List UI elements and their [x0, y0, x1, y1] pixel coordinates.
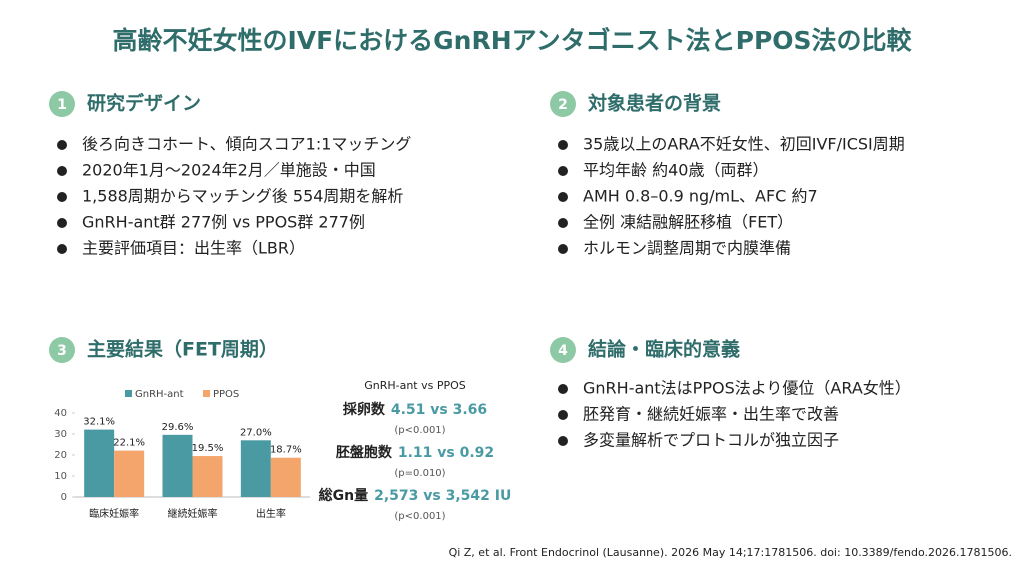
bullet-text: AMH 0.8–0.9 ng/mL、AFC 約7 — [583, 187, 818, 206]
bar — [240, 440, 271, 497]
legend-label: GnRH-ant — [135, 389, 184, 400]
stat-label: 総Gn量 — [319, 487, 368, 504]
bullet-dot — [558, 192, 568, 202]
stat-line: 胚盤胞数 1.11 vs 0.92 — [336, 444, 494, 461]
value-label: 18.7% — [270, 445, 302, 456]
x-tick-label: 出生率 — [256, 507, 286, 520]
value-label: 29.6% — [162, 422, 194, 433]
legend-label: PPOS — [213, 389, 239, 400]
bullet-dot — [57, 166, 67, 176]
section-heading: 主要結果（FET周期） — [87, 338, 278, 361]
legend-swatch — [203, 390, 210, 397]
x-tick-label: 臨床妊娠率 — [89, 507, 139, 520]
section-heading: 対象患者の背景 — [587, 92, 721, 115]
bullet-text: GnRH-ant法はPPOS法より優位（ARA女性） — [583, 379, 911, 398]
section-number: 4 — [558, 343, 568, 359]
section-number: 1 — [57, 97, 67, 113]
stat-value: 1.11 vs 0.92 — [398, 445, 494, 461]
value-label: 22.1% — [113, 438, 145, 449]
section-badge — [49, 337, 75, 363]
bullet-text: 多変量解析でプロトコルが独立因子 — [583, 431, 839, 450]
bullet-dot — [57, 244, 67, 254]
bullet-dot — [558, 384, 568, 394]
stat-line: 採卵数 4.51 vs 3.66 — [343, 401, 487, 418]
slide-title: 高齢不妊女性のIVFにおけるGnRHアンタゴニスト法とPPOS法の比較 — [112, 26, 912, 55]
bullet-dot — [558, 410, 568, 420]
bullet-dot — [558, 244, 568, 254]
stat-p: (p=0.010) — [394, 468, 445, 479]
bullet-dot — [558, 218, 568, 228]
legend-swatch — [125, 390, 132, 397]
stat-line: 総Gn量 2,573 vs 3,542 IU — [319, 487, 512, 504]
y-tick-label: 20 — [54, 450, 67, 461]
value-label: 19.5% — [192, 443, 224, 454]
bullet-text: 2020年1月～2024年2月／単施設・中国 — [82, 161, 376, 180]
bullet-text: 平均年齢 約40歳（両群） — [583, 161, 768, 180]
bullet-text: 1,588周期からマッチング後 554周期を解析 — [82, 187, 403, 206]
stat-value: 4.51 vs 3.66 — [391, 402, 487, 418]
bar — [192, 456, 223, 497]
bullet-dot — [558, 140, 568, 150]
bullet-text: 全例 凍結融解胚移植（FET） — [583, 213, 793, 232]
bullet-dot — [558, 166, 568, 176]
stat-p: (p<0.001) — [394, 511, 445, 522]
y-tick-label: 40 — [54, 408, 67, 419]
bullet-dot — [57, 218, 67, 228]
bullet-dot — [57, 140, 67, 150]
bullet-text: 胚発育・継続妊娠率・出生率で改善 — [583, 405, 839, 424]
section-number: 3 — [57, 343, 67, 359]
bar — [270, 457, 301, 497]
bullet-text: 35歳以上のARA不妊女性、初回IVF/ICSI周期 — [583, 135, 905, 154]
section-badge — [49, 91, 75, 117]
stat-value: 2,573 vs 3,542 IU — [374, 488, 511, 504]
y-tick-label: 10 — [54, 471, 67, 482]
x-tick-label: 継続妊娠率 — [168, 507, 218, 520]
section-heading: 結論・臨床的意義 — [588, 338, 740, 361]
section-badge — [550, 91, 576, 117]
bullet-dot — [558, 436, 568, 446]
bullet-text: GnRH-ant群 277例 vs PPOS群 277例 — [82, 213, 365, 232]
bullet-text: 主要評価項目：出生率（LBR） — [82, 239, 305, 258]
stat-label: 採卵数 — [343, 401, 386, 418]
y-tick-label: 0 — [61, 492, 67, 503]
stats-header: GnRH-ant vs PPOS — [364, 379, 466, 392]
section-heading: 研究デザイン — [87, 92, 201, 115]
bar — [162, 434, 193, 497]
bullet-text: ホルモン調整周期で内膜準備 — [583, 239, 791, 258]
section-number: 2 — [558, 97, 568, 113]
stat-p: (p<0.001) — [394, 425, 445, 436]
y-tick-label: 30 — [54, 429, 67, 440]
bullet-dot — [57, 192, 67, 202]
bullet-text: 後ろ向きコホート、傾向スコア1:1マッチング — [82, 135, 411, 154]
bar — [84, 429, 115, 497]
bar — [114, 450, 145, 497]
stat-label: 胚盤胞数 — [336, 444, 393, 461]
citation: Qi Z, et al. Front Endocrinol (Lausanne)… — [449, 546, 1012, 559]
section-badge — [550, 337, 576, 363]
value-label: 27.0% — [240, 427, 272, 438]
value-label: 32.1% — [83, 417, 115, 428]
